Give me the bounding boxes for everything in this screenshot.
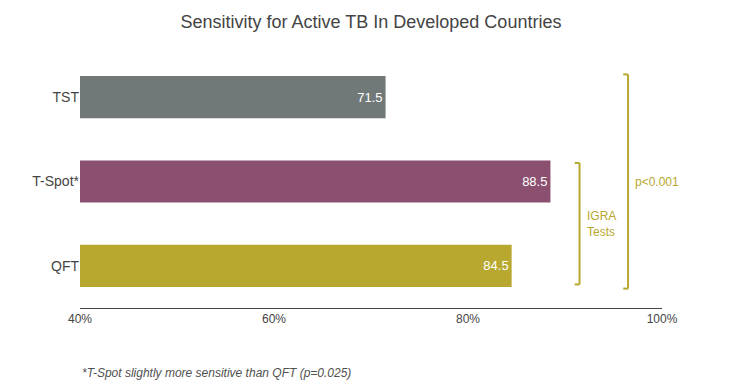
svg-text:IGRATests: IGRATests [587, 209, 616, 239]
svg-text:Sensitivity for Active TB In D: Sensitivity for Active TB In Developed C… [181, 12, 562, 32]
svg-text:60%: 60% [262, 312, 286, 326]
svg-text:40%: 40% [68, 312, 92, 326]
svg-text:QFT: QFT [51, 258, 79, 274]
svg-text:*T-Spot slightly more sensitiv: *T-Spot slightly more sensitive than QFT… [82, 366, 351, 380]
svg-text:88.5: 88.5 [522, 174, 547, 189]
svg-text:80%: 80% [456, 312, 480, 326]
svg-text:71.5: 71.5 [357, 90, 382, 105]
svg-text:TST: TST [53, 89, 80, 105]
svg-text:100%: 100% [647, 312, 678, 326]
svg-text:T-Spot*: T-Spot* [32, 173, 79, 189]
svg-text:84.5: 84.5 [483, 258, 508, 273]
svg-text:p<0.001: p<0.001 [635, 175, 679, 189]
